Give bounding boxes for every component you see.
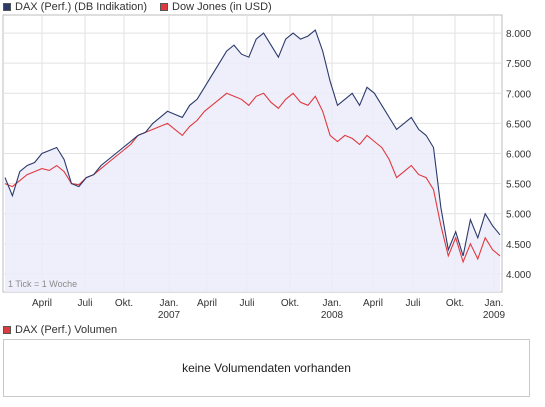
x-tick-label: Juli — [405, 298, 420, 309]
x-tick-year: 2008 — [321, 310, 344, 321]
legend-label-dax: DAX (Perf.) (DB Indikation) — [15, 1, 148, 13]
y-tick-label: 5.000 — [506, 210, 531, 221]
x-tick-label: April — [32, 298, 52, 309]
x-tick-label: Jan. — [485, 298, 504, 309]
x-tick-year: 2009 — [483, 310, 506, 321]
volume-panel: keine Volumendaten vorhanden — [3, 339, 530, 397]
legend-swatch-volume — [3, 326, 11, 334]
legend-item-volume: DAX (Perf.) Volumen — [0, 324, 117, 336]
y-tick-label: 8.000 — [506, 29, 531, 40]
y-tick-label: 7.000 — [506, 89, 531, 100]
x-tick-label: Jan. — [160, 298, 179, 309]
legend-top: DAX (Perf.) (DB Indikation) Dow Jones (i… — [0, 0, 282, 14]
x-tick-label: Okt. — [281, 298, 299, 309]
x-tick-label: April — [197, 298, 217, 309]
price-chart: 4.000 4.500 5.000 5.500 6.000 6.500 7.000 7.500… — [2, 14, 531, 321]
x-tick-label: Juli — [77, 298, 92, 309]
x-tick-label: Okt. — [446, 298, 464, 309]
y-tick-label: 5.500 — [506, 180, 531, 191]
x-tick-label: April — [363, 298, 383, 309]
legend-label-volume: DAX (Perf.) Volumen — [15, 324, 118, 336]
x-tick-label: Jan. — [323, 298, 342, 309]
tick-note: 1 Tick = 1 Woche — [8, 279, 77, 289]
y-tick-label: 6.500 — [506, 119, 531, 130]
legend-label-dow: Dow Jones (in USD) — [172, 1, 272, 13]
y-tick-label: 4.000 — [506, 270, 531, 281]
series-area-0 — [5, 30, 500, 292]
x-tick-label: Juli — [239, 298, 254, 309]
y-tick-label: 6.000 — [506, 150, 531, 161]
y-tick-label: 7.500 — [506, 59, 531, 70]
x-tick-label: Okt. — [115, 298, 133, 309]
volume-message: keine Volumendaten vorhanden — [182, 361, 351, 375]
series-line-0 — [4, 29, 501, 257]
legend-swatch-dax — [3, 3, 11, 11]
legend-item-dax: DAX (Perf.) (DB Indikation) — [0, 1, 147, 13]
legend-item-dow: Dow Jones (in USD) — [157, 1, 272, 13]
x-tick-year: 2007 — [158, 310, 181, 321]
legend-bottom: DAX (Perf.) Volumen — [0, 323, 127, 337]
legend-swatch-dow — [160, 3, 169, 11]
y-tick-label: 4.500 — [506, 240, 531, 251]
